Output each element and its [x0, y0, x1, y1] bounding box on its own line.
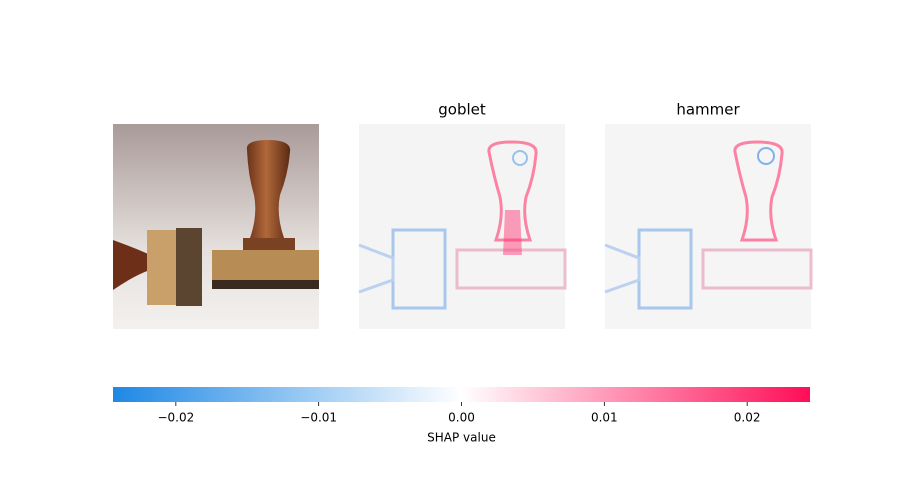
panel-title: goblet	[438, 101, 486, 119]
x-tick-label: −0.01	[300, 411, 337, 425]
input-image	[113, 124, 319, 329]
x-tick-label: 0.01	[591, 411, 618, 425]
x-tick-label: 0.02	[734, 411, 761, 425]
x-tick-label: −0.02	[157, 411, 194, 425]
x-tick-label: 0.00	[448, 411, 475, 425]
shap-image-goblet	[358, 124, 567, 329]
x-axis-label: SHAP value	[427, 431, 496, 445]
shap-image-hammer	[604, 124, 813, 329]
panel-title: hammer	[676, 101, 740, 119]
colorbar	[113, 387, 810, 402]
